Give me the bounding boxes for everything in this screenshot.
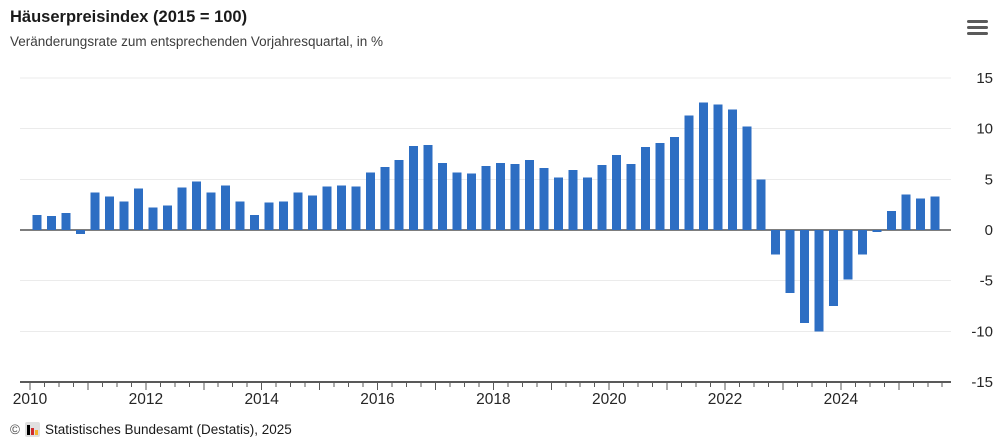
bar-2018-Q1[interactable]: 2018 Q1: 6.6 %: [496, 163, 506, 230]
y-tick-label--10: -10: [971, 323, 993, 340]
bar-2018-Q3[interactable]: 2018 Q3: 6.9 %: [525, 160, 535, 230]
bar-2020-Q3[interactable]: 2020 Q3: 8.2 %: [640, 146, 650, 230]
bar-2017-Q3[interactable]: 2017 Q3: 5.6 %: [467, 173, 477, 230]
bar-2023-Q1[interactable]: 2023 Q1: -6.2 %: [785, 230, 795, 293]
bar-2011-Q4[interactable]: 2011 Q4: 4.1 %: [134, 188, 144, 230]
x-tick-label-2018: 2018: [476, 391, 510, 408]
bar-2023-Q4[interactable]: 2023 Q4: -7.5 %: [829, 230, 839, 306]
chart-subtitle: Veränderungsrate zum entsprechenden Vorj…: [10, 34, 383, 49]
x-tick-label-2010: 2010: [13, 391, 48, 408]
y-tick-label-5: 5: [985, 171, 993, 188]
x-tick-label-2016: 2016: [360, 391, 394, 408]
bar-2018-Q4[interactable]: 2018 Q4: 6.1 %: [539, 168, 549, 230]
bar-2012-Q1[interactable]: 2012 Q1: 2.2 %: [148, 207, 158, 230]
hamburger-line: [967, 19, 988, 23]
bar-2022-Q1[interactable]: 2022 Q1: 11.9 %: [727, 109, 737, 230]
bar-2014-Q1[interactable]: 2014 Q1: 2.7 %: [264, 202, 274, 230]
hamburger-line: [967, 31, 988, 35]
bar-2020-Q1[interactable]: 2020 Q1: 7.4 %: [611, 155, 621, 230]
bar-2010-Q2[interactable]: 2010 Q2: 1.4 %: [47, 215, 57, 230]
bar-2012-Q2[interactable]: 2012 Q2: 2.4 %: [163, 205, 173, 230]
hamburger-line: [967, 25, 988, 29]
bar-2013-Q1[interactable]: 2013 Q1: 3.7 %: [206, 192, 216, 230]
bar-2024-Q1[interactable]: 2024 Q1: -4.9 %: [843, 230, 853, 280]
source-text: Statistisches Bundesamt (Destatis), 2025: [44, 422, 292, 437]
page-title: Häuserpreisindex (2015 = 100): [10, 8, 248, 26]
bar-2025-Q2[interactable]: 2025 Q2: 3.1 %: [916, 198, 926, 230]
source-attribution: © Statistisches Bundesamt (Destatis), 20…: [10, 422, 292, 437]
bar-2014-Q2[interactable]: 2014 Q2: 2.8 %: [278, 201, 288, 230]
bar-2015-Q3[interactable]: 2015 Q3: 4.3 %: [351, 186, 361, 230]
bar-2010-Q3[interactable]: 2010 Q3: 1.7 %: [61, 212, 71, 230]
bar-2011-Q3[interactable]: 2011 Q3: 2.8 %: [119, 201, 129, 230]
bar-2019-Q3[interactable]: 2019 Q3: 5.2 %: [582, 177, 592, 230]
bar-2021-Q2[interactable]: 2021 Q2: 11.3 %: [684, 115, 694, 230]
x-tick-label-2014: 2014: [244, 391, 279, 408]
bar-2014-Q4[interactable]: 2014 Q4: 3.4 %: [307, 195, 317, 230]
bar-2023-Q2[interactable]: 2023 Q2: -9.2 %: [800, 230, 810, 324]
bar-2022-Q4[interactable]: 2022 Q4: -2.4 %: [771, 230, 781, 255]
y-tick-label-10: 10: [976, 121, 993, 138]
bar-2015-Q1[interactable]: 2015 Q1: 4.3 %: [322, 186, 332, 230]
bar-2019-Q4[interactable]: 2019 Q4: 6.4 %: [597, 165, 607, 230]
x-tick-label-2020: 2020: [592, 391, 627, 408]
bar-2016-Q2[interactable]: 2016 Q2: 6.9 %: [394, 160, 404, 230]
bar-2021-Q4[interactable]: 2021 Q4: 12.4 %: [713, 104, 723, 230]
bar-2025-Q3[interactable]: 2025 Q3: 3.3 %: [930, 196, 940, 230]
bar-2025-Q1[interactable]: 2025 Q1: 3.5 %: [901, 194, 911, 230]
bar-2012-Q4[interactable]: 2012 Q4: 4.8 %: [192, 181, 202, 230]
bar-2013-Q2[interactable]: 2013 Q2: 4.4 %: [220, 185, 230, 230]
bar-2024-Q2[interactable]: 2024 Q2: -2.4 %: [858, 230, 868, 255]
hamburger-menu-icon[interactable]: [965, 15, 991, 39]
bar-2013-Q4[interactable]: 2013 Q4: 1.5 %: [249, 214, 259, 231]
bar-2020-Q4[interactable]: 2020 Q4: 8.6 %: [655, 142, 665, 230]
bar-2010-Q1[interactable]: 2010 Q1: 1.5 %: [32, 214, 42, 231]
bar-2018-Q2[interactable]: 2018 Q2: 6.5 %: [510, 164, 520, 230]
bar-2013-Q3[interactable]: 2013 Q3: 2.8 %: [235, 201, 245, 230]
bar-2015-Q4[interactable]: 2015 Q4: 5.7 %: [365, 172, 375, 230]
destatis-logo-icon: [24, 422, 40, 437]
bar-2017-Q1[interactable]: 2017 Q1: 6.6 %: [438, 163, 448, 230]
bar-2012-Q3[interactable]: 2012 Q3: 4.2 %: [177, 187, 187, 230]
bar-2022-Q2[interactable]: 2022 Q2: 10.2 %: [742, 126, 752, 230]
x-tick-label-2024: 2024: [824, 391, 859, 408]
bar-2017-Q4[interactable]: 2017 Q4: 6.3 %: [481, 166, 491, 230]
bar-2017-Q2[interactable]: 2017 Q2: 5.7 %: [452, 172, 462, 230]
bar-2011-Q1[interactable]: 2011 Q1: 3.7 %: [90, 192, 100, 230]
bar-2022-Q3[interactable]: 2022 Q3: 5 %: [756, 179, 766, 230]
bar-2016-Q4[interactable]: 2016 Q4: 8.4 %: [423, 144, 433, 230]
bar-2023-Q3[interactable]: 2023 Q3: -10 %: [814, 230, 824, 332]
bar-2019-Q1[interactable]: 2019 Q1: 5.2 %: [554, 177, 564, 230]
x-tick-label-2022: 2022: [708, 391, 742, 408]
bar-2016-Q3[interactable]: 2016 Q3: 8.3 %: [409, 145, 419, 230]
copyright-sign: ©: [10, 422, 20, 437]
bar-2021-Q3[interactable]: 2021 Q3: 12.6 %: [698, 102, 708, 230]
bar-2016-Q1[interactable]: 2016 Q1: 6.2 %: [380, 167, 390, 230]
bar-2014-Q3[interactable]: 2014 Q3: 3.7 %: [293, 192, 303, 230]
y-tick-label-0: 0: [985, 222, 993, 239]
y-tick-label--15: -15: [971, 374, 993, 391]
y-tick-label--5: -5: [980, 273, 993, 290]
x-tick-label-2012: 2012: [129, 391, 163, 408]
bar-2015-Q2[interactable]: 2015 Q2: 4.4 %: [336, 185, 346, 230]
bar-2024-Q3[interactable]: 2024 Q3: -0.2 %: [872, 230, 882, 233]
bar-2011-Q2[interactable]: 2011 Q2: 3.3 %: [105, 196, 115, 230]
y-tick-label-15: 15: [976, 70, 993, 87]
bar-2021-Q1[interactable]: 2021 Q1: 9.2 %: [669, 136, 679, 230]
bar-2019-Q2[interactable]: 2019 Q2: 5.9 %: [568, 170, 578, 230]
bar-2024-Q4[interactable]: 2024 Q4: 1.9 %: [887, 210, 897, 230]
bar-2010-Q4[interactable]: 2010 Q4: -0.4 %: [76, 230, 86, 235]
bar-2020-Q2[interactable]: 2020 Q2: 6.5 %: [626, 164, 636, 230]
